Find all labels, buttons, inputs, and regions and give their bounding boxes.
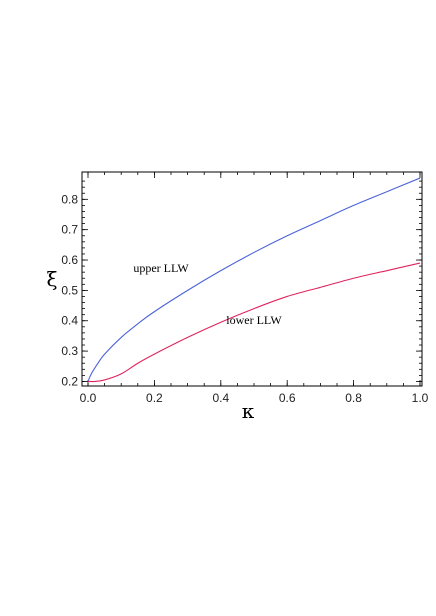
y-axis: 0.2 0.3 0.4 0.5 0.6 0.7 0.8 bbox=[61, 180, 422, 388]
annotation-lower: lower LLW bbox=[226, 313, 282, 327]
annotations: upper LLW lower LLW bbox=[133, 261, 282, 327]
x-tick-label: 0.6 bbox=[279, 391, 296, 405]
x-tick-label: 1.0 bbox=[412, 391, 429, 405]
annotation-upper: upper LLW bbox=[133, 261, 189, 275]
x-axis-label: κ bbox=[242, 399, 255, 423]
y-tick-label: 0.5 bbox=[61, 283, 78, 297]
y-tick-label: 0.3 bbox=[61, 344, 78, 358]
x-tick-label: 0.4 bbox=[212, 391, 229, 405]
y-tick-label: 0.2 bbox=[61, 374, 78, 388]
x-tick-label: 0.0 bbox=[80, 391, 97, 405]
y-tick-label: 0.7 bbox=[61, 223, 78, 237]
y-axis-label: ξ bbox=[46, 267, 57, 291]
x-axis: 0.0 0.2 0.4 0.6 0.8 1.0 bbox=[80, 172, 429, 405]
x-tick-label: 0.8 bbox=[345, 391, 362, 405]
plot-frame bbox=[81, 171, 423, 387]
series-line-upper bbox=[87, 177, 421, 382]
y-tick-label: 0.4 bbox=[61, 314, 78, 328]
y-tick-label: 0.6 bbox=[61, 253, 78, 267]
y-tick-label: 0.8 bbox=[61, 192, 78, 206]
series-layer bbox=[87, 177, 421, 383]
series-line-lower bbox=[87, 262, 421, 383]
x-tick-label: 0.2 bbox=[146, 391, 163, 405]
